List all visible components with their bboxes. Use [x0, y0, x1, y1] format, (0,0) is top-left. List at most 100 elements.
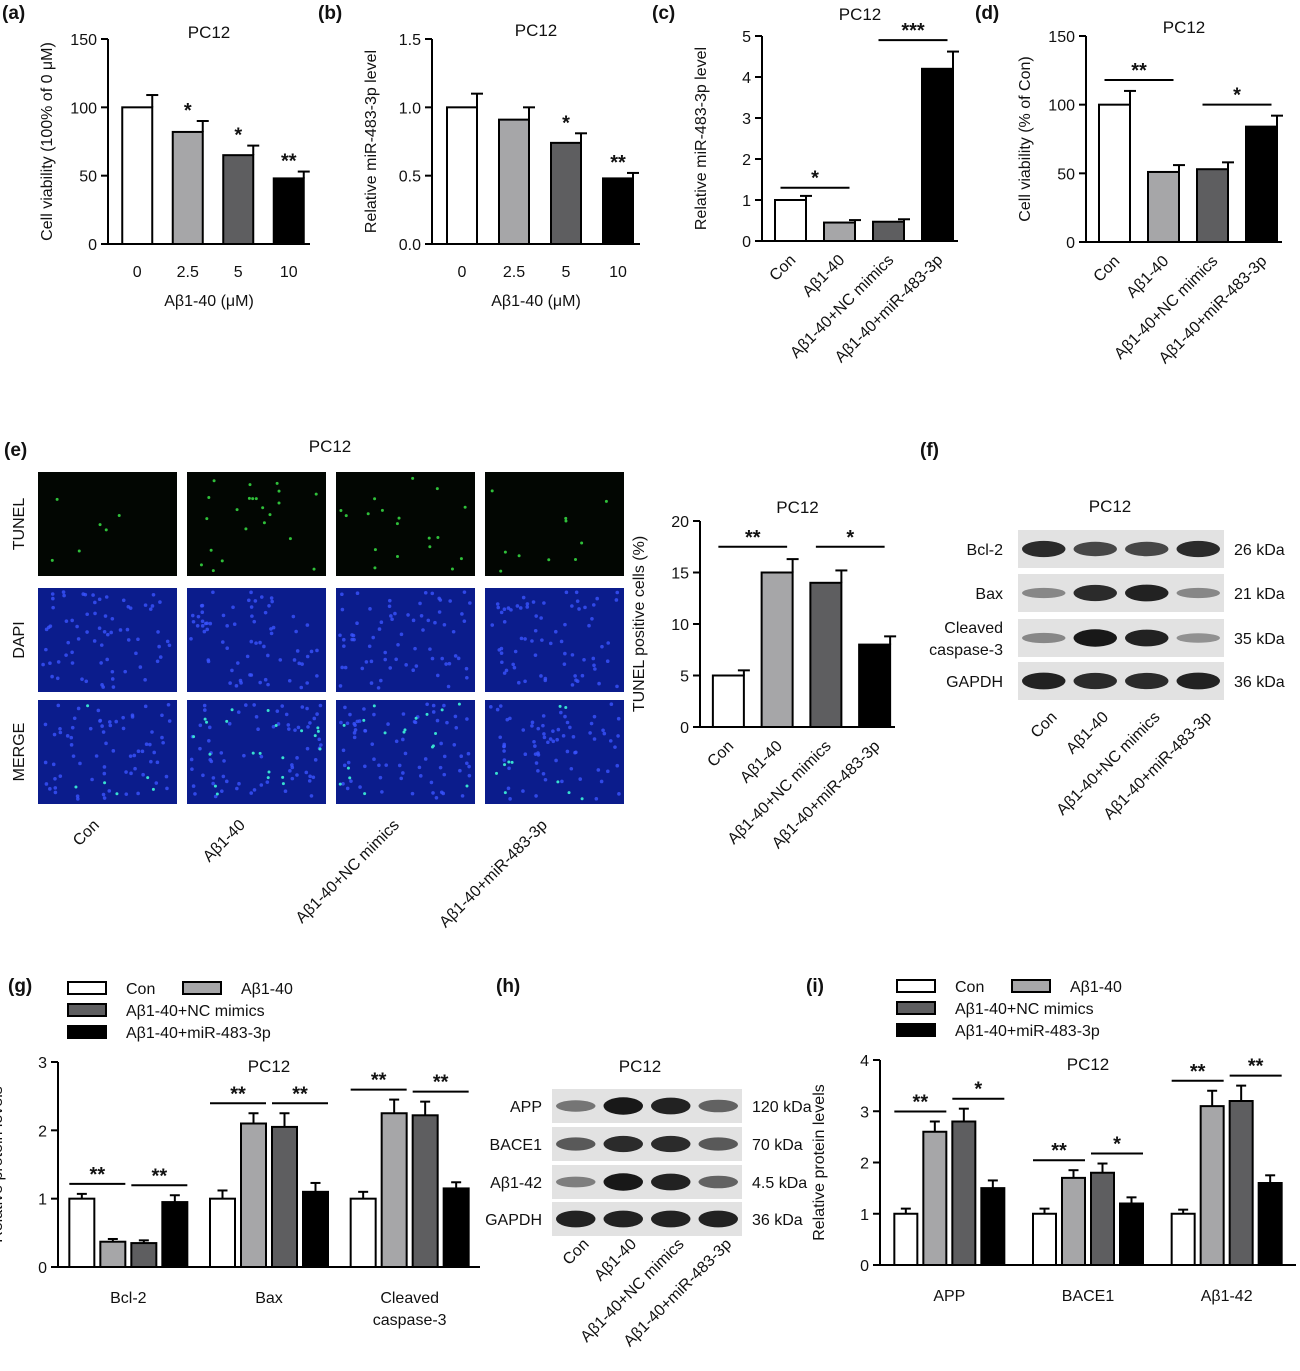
- nucleus-dot: [275, 709, 280, 713]
- nucleus-dot: [160, 713, 164, 718]
- nucleus-dot: [293, 728, 297, 732]
- nucleus-dot: [105, 632, 110, 637]
- blot-label: caspase-3: [929, 642, 1003, 659]
- nucleus-dot: [129, 771, 133, 776]
- panel-h-title: PC12: [619, 1057, 662, 1076]
- significance-marker: **: [610, 152, 626, 174]
- panel-label-a: (a): [2, 3, 25, 24]
- nucleus-dot: [319, 743, 323, 747]
- nucleus-dot: [360, 666, 365, 671]
- nucleus-dot: [96, 708, 101, 713]
- nucleus-dot: [102, 771, 107, 776]
- nucleus-dot: [287, 678, 292, 683]
- nucleus-dot: [570, 653, 575, 657]
- nucleus-dot: [600, 644, 604, 649]
- nucleus-dot: [305, 706, 309, 711]
- tunel-dot: [262, 521, 266, 525]
- nucleus-dot: [249, 791, 254, 795]
- nucleus-dot: [97, 597, 102, 602]
- tunel-dot: [348, 776, 352, 780]
- tunel-dot: [281, 782, 285, 786]
- nucleus-dot: [448, 599, 452, 603]
- tunel-dot: [465, 784, 469, 788]
- nucleus-dot: [83, 592, 88, 597]
- nucleus-dot: [601, 728, 605, 733]
- bar: [760, 571, 794, 728]
- nucleus-dot: [444, 662, 448, 666]
- tunel-dot: [192, 735, 196, 739]
- nucleus-dot: [195, 623, 200, 628]
- nucleus-dot: [221, 613, 226, 618]
- nucleus-dot: [269, 631, 274, 636]
- legend-swatch: [67, 981, 107, 995]
- nucleus-dot: [602, 731, 607, 736]
- nucleus-dot: [286, 723, 291, 727]
- x-tick-label: caspase-3: [373, 1312, 447, 1329]
- nucleus-dot: [258, 680, 262, 685]
- nucleus-dot: [541, 714, 546, 718]
- tunel-dot: [517, 554, 521, 558]
- nucleus-dot: [267, 603, 271, 608]
- nucleus-dot: [56, 660, 61, 664]
- blot-band: [651, 1173, 691, 1191]
- bar: [809, 581, 843, 728]
- nucleus-dot: [101, 685, 105, 689]
- nucleus-dot: [78, 761, 82, 766]
- nucleus-dot: [536, 753, 541, 757]
- bar: [1119, 1202, 1144, 1266]
- nucleus-dot: [387, 604, 392, 609]
- legend-label: Con: [955, 979, 984, 996]
- tunel-dot: [434, 731, 438, 735]
- nucleus-dot: [593, 667, 597, 671]
- nucleus-dot: [539, 674, 543, 678]
- nucleus-dot: [50, 592, 55, 596]
- nucleus-dot: [93, 611, 97, 616]
- nucleus-dot: [573, 674, 577, 678]
- significance-marker: *: [562, 112, 570, 134]
- nucleus-dot: [597, 681, 601, 686]
- nucleus-dot: [288, 769, 292, 773]
- tunel-dot: [499, 569, 503, 573]
- blot-size: 4.5 kDa: [752, 1175, 807, 1192]
- tunel-dot: [146, 776, 150, 780]
- nucleus-dot: [467, 773, 472, 778]
- nucleus-dot: [317, 737, 322, 742]
- tunel-dot: [55, 497, 59, 501]
- tunel-dot: [507, 760, 511, 764]
- tunel-dot: [431, 744, 435, 748]
- nucleus-dot: [143, 603, 148, 607]
- nucleus-dot: [437, 610, 442, 614]
- nucleus-dot: [308, 721, 312, 725]
- y-tick-label: 4: [860, 1053, 869, 1070]
- tunel-dot: [604, 499, 608, 503]
- significance-marker: **: [371, 1070, 387, 1092]
- legend-swatch: [67, 1003, 107, 1017]
- nucleus-dot: [546, 740, 550, 745]
- nucleus-dot: [158, 655, 163, 659]
- x-tick-label: Con: [704, 738, 737, 771]
- nucleus-dot: [509, 608, 513, 612]
- nucleus-dot: [164, 774, 169, 779]
- x-tick-label: 5: [562, 264, 571, 281]
- tunel-dot: [258, 751, 262, 755]
- nucleus-dot: [109, 630, 113, 635]
- nucleus-dot: [269, 596, 274, 600]
- microscopy-row-label: TUNEL: [11, 498, 28, 551]
- tunel-dot: [459, 557, 463, 561]
- y-tick-label: 1.5: [399, 32, 421, 49]
- nucleus-dot: [401, 771, 405, 775]
- blot-band: [1176, 672, 1220, 690]
- tunel-dot: [230, 708, 234, 712]
- nucleus-dot: [536, 726, 541, 731]
- tunel-dot: [199, 563, 203, 567]
- y-tick-label: 50: [79, 169, 97, 186]
- nucleus-dot: [91, 593, 95, 597]
- significance-marker: *: [1233, 85, 1241, 107]
- nucleus-dot: [128, 606, 133, 610]
- nucleus-dot: [165, 639, 170, 644]
- nucleus-dot: [152, 750, 157, 755]
- blot-band: [651, 1135, 691, 1153]
- chart-title: PC12: [248, 1057, 291, 1076]
- nucleus-dot: [348, 712, 352, 717]
- microscopy-image: [187, 588, 326, 692]
